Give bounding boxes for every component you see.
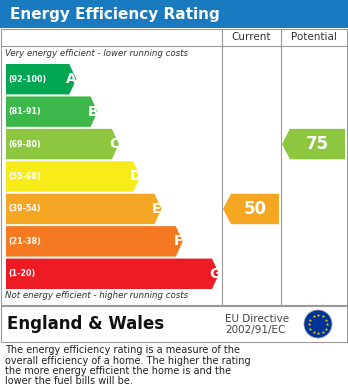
Text: F: F [174, 234, 183, 248]
Text: (69-80): (69-80) [8, 140, 41, 149]
Polygon shape [6, 161, 140, 192]
Text: EU Directive: EU Directive [225, 314, 289, 324]
Text: Energy Efficiency Rating: Energy Efficiency Rating [10, 7, 220, 22]
Polygon shape [6, 64, 76, 95]
Text: G: G [209, 267, 220, 281]
Polygon shape [6, 226, 183, 256]
Text: A: A [66, 72, 77, 86]
Bar [0, 0, 348, 28]
Polygon shape [6, 194, 161, 224]
Text: B: B [88, 105, 98, 118]
Text: overall efficiency of a home. The higher the rating: overall efficiency of a home. The higher… [5, 355, 251, 366]
Bar [1, 306, 347, 342]
Text: (1-20): (1-20) [8, 269, 35, 278]
Text: (39-54): (39-54) [8, 204, 41, 213]
Text: E: E [152, 202, 162, 216]
Text: D: D [130, 170, 141, 183]
Text: (55-68): (55-68) [8, 172, 41, 181]
Text: (81-91): (81-91) [8, 107, 41, 116]
Polygon shape [6, 258, 219, 289]
Text: 75: 75 [306, 135, 329, 153]
Text: 50: 50 [244, 200, 267, 218]
Text: Potential: Potential [291, 32, 337, 43]
Text: England & Wales: England & Wales [7, 315, 164, 333]
Text: Very energy efficient - lower running costs: Very energy efficient - lower running co… [5, 49, 188, 58]
Text: lower the fuel bills will be.: lower the fuel bills will be. [5, 377, 133, 386]
Text: Current: Current [232, 32, 271, 43]
Text: Not energy efficient - higher running costs: Not energy efficient - higher running co… [5, 291, 188, 300]
Text: the more energy efficient the home is and the: the more energy efficient the home is an… [5, 366, 231, 376]
Text: C: C [109, 137, 119, 151]
Text: (92-100): (92-100) [8, 75, 46, 84]
Circle shape [304, 310, 332, 338]
Bar [1, 29, 347, 305]
Text: The energy efficiency rating is a measure of the: The energy efficiency rating is a measur… [5, 345, 240, 355]
Polygon shape [223, 194, 279, 224]
Polygon shape [6, 97, 97, 127]
Polygon shape [282, 129, 345, 159]
Text: 2002/91/EC: 2002/91/EC [225, 325, 285, 335]
Polygon shape [6, 129, 119, 159]
Text: (21-38): (21-38) [8, 237, 41, 246]
